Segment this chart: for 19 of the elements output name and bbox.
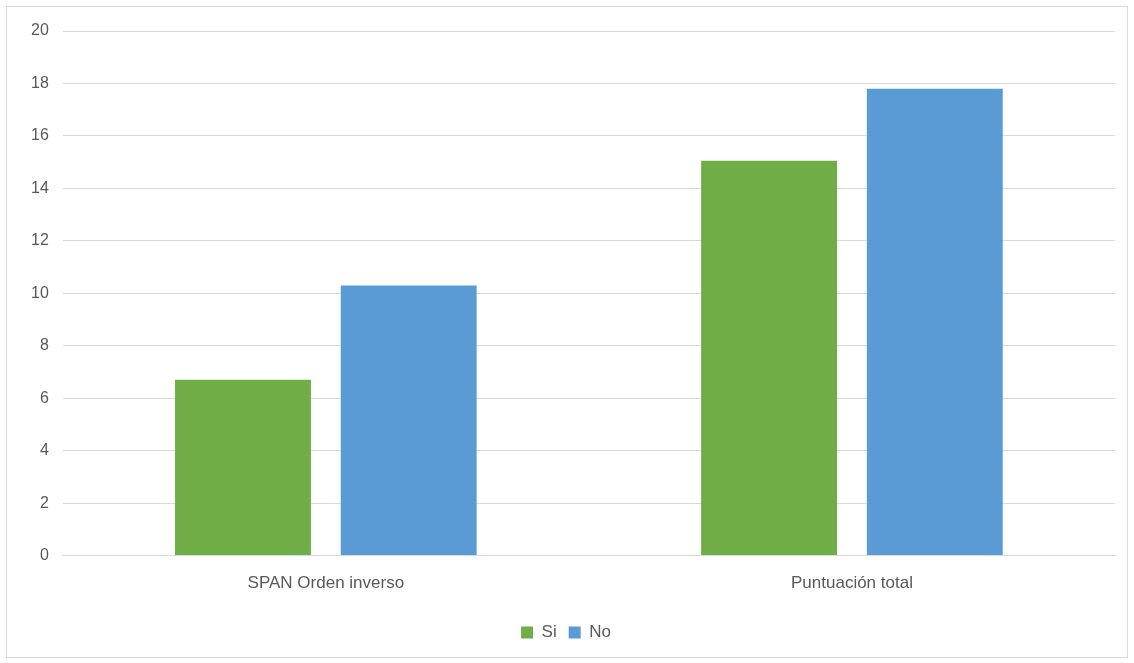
legend-label: Si [541,622,557,642]
y-tick-label: 8 [39,336,49,354]
y-tick-label: 14 [31,178,49,196]
legend-label: No [589,622,611,642]
x-tick-label: SPAN Orden inverso [247,573,405,593]
y-tick-label: 0 [39,546,49,564]
y-tick-label: 2 [39,493,49,511]
bar [701,160,838,556]
y-tick-label: 12 [31,231,49,249]
bar [340,285,477,556]
y-tick-label: 4 [39,441,49,459]
x-tick-label: Puntuación total [790,573,913,593]
y-tick-label: 18 [31,73,49,91]
y-tick-label: 6 [39,388,49,406]
bar [866,88,1003,556]
y-tick-label: 16 [31,126,49,144]
y-tick-label: 20 [31,21,49,39]
bar [175,379,311,556]
y-tick-label: 10 [31,283,49,301]
